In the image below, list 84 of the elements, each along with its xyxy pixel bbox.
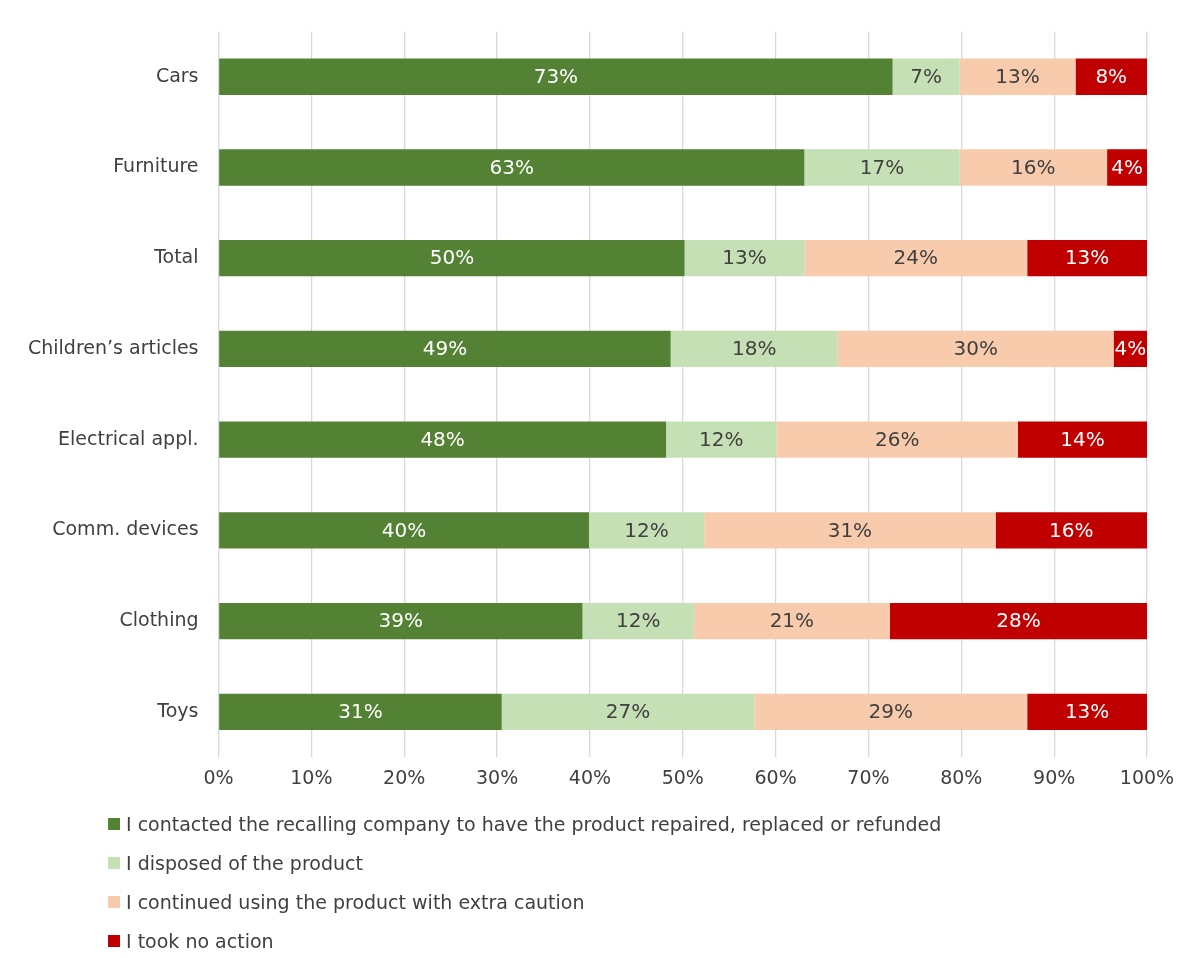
bar [754,693,1028,730]
bar [219,512,589,549]
data-label: 73% [533,63,579,88]
bar [582,602,694,640]
legend-label: I disposed of the product [126,851,363,874]
data-label: 28% [996,608,1041,633]
data-label: 50% [429,245,475,270]
legend-label: I continued using the product with extra caution [126,890,585,913]
bar [889,602,1147,640]
data-label: 31% [338,699,383,724]
bar [959,149,1108,186]
data-label: 13% [1064,245,1110,270]
x-tick-label: 20% [383,765,426,788]
data-label: 24% [893,245,939,270]
bar [959,58,1076,95]
data-label: 30% [953,336,998,361]
data-label: 21% [769,608,815,633]
data-label: 4% [1111,154,1143,179]
y-tick-label: Electrical appl. [58,426,199,449]
x-tick-label: 90% [1033,765,1076,788]
x-tick-label: 0% [203,765,234,788]
bar [501,693,755,730]
data-label: 13% [722,245,767,270]
bar [670,330,838,368]
x-tick-label: 70% [847,765,890,788]
y-tick-label: Total [153,245,199,268]
legend-label: I contacted the recalling company to have the product repaired, replaced or refunded [126,812,942,835]
data-label: 8% [1095,63,1128,88]
bar [588,512,705,549]
data-label: 16% [1049,517,1094,542]
y-tick-label: Furniture [113,154,199,177]
data-label: 13% [1064,699,1110,724]
data-label: 39% [378,608,424,633]
data-label: 40% [381,517,427,542]
bar [892,58,960,95]
data-label: 48% [420,426,465,451]
x-tick-label: 30% [475,765,519,788]
bar [684,240,805,277]
legend-label: I took no action [126,929,274,952]
data-label: 31% [827,517,873,542]
data-label: 4% [1114,336,1147,361]
x-tick-label: 100% [1119,765,1175,788]
bar [1027,240,1147,277]
data-label: 13% [995,63,1040,88]
bar [1017,421,1147,458]
data-label: 7% [910,63,942,88]
bar [219,602,583,640]
bar [995,512,1147,549]
x-tick-label: 60% [754,765,797,788]
data-label: 17% [859,154,905,179]
bar [693,602,890,640]
bar [219,149,805,186]
bar [704,512,996,549]
bar [776,421,1018,458]
bar [219,240,685,277]
x-tick-label: 80% [940,765,983,788]
bar [804,240,1028,277]
data-label: 63% [489,154,535,179]
y-tick-label: Toys [156,698,199,721]
bar [219,330,671,368]
data-label: 18% [732,336,777,361]
bar [1027,693,1147,730]
data-label: 12% [699,426,744,451]
y-tick-label: Children’s articles [28,335,199,358]
bar [837,330,1114,368]
x-tick-label: 40% [568,765,612,788]
bar [219,693,502,730]
y-tick-label: Clothing [119,608,199,631]
x-tick-label: 10% [290,765,333,788]
data-label: 27% [605,699,651,724]
data-label: 16% [1011,154,1056,179]
bar [804,149,960,186]
data-label: 14% [1060,426,1105,451]
bar [219,421,667,458]
data-label: 26% [875,426,920,451]
bar [219,58,893,95]
y-tick-label: Comm. devices [52,517,199,540]
data-label: 12% [615,608,661,633]
data-label: 49% [422,336,468,361]
bar [666,421,777,458]
x-tick-label: 50% [661,765,704,788]
data-label: 12% [624,517,669,542]
y-tick-label: Cars [155,63,199,86]
data-label: 29% [868,699,913,724]
